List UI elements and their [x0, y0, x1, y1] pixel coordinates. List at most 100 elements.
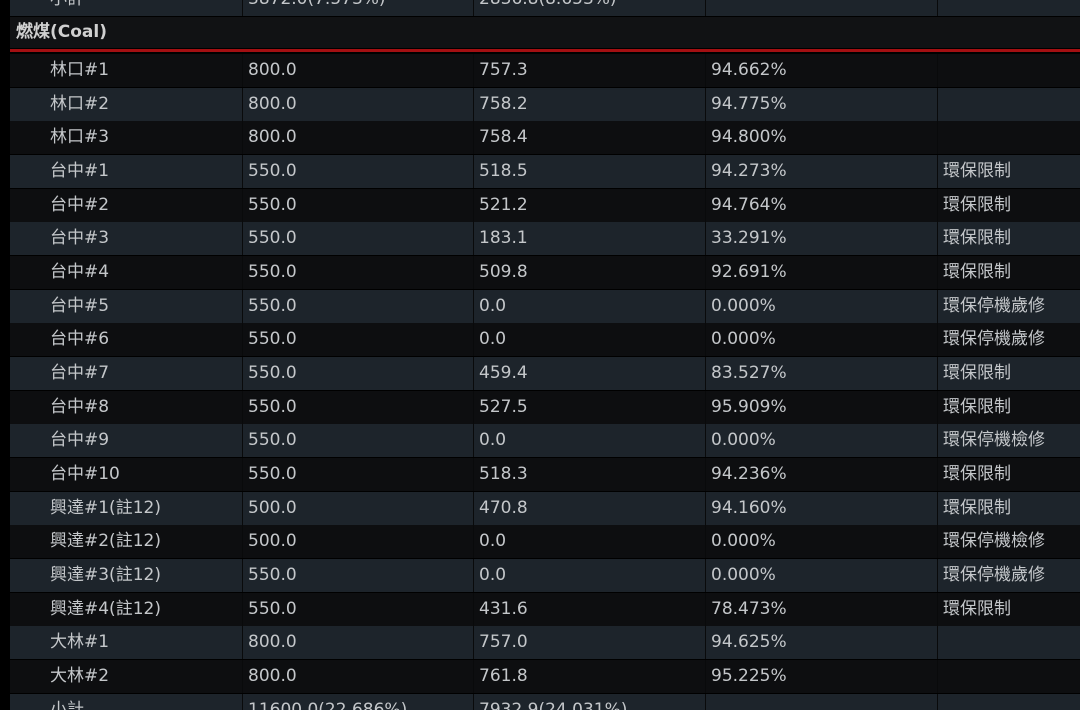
table-cell: 台中#4	[50, 262, 110, 283]
table-cell: 550.0	[242, 424, 473, 458]
table-cell: 95.909%	[705, 390, 937, 424]
table-cell: 550.0	[242, 188, 473, 222]
table-row: 台中#4 550.0 509.8 92.691% 環保限制	[10, 256, 1080, 290]
table-cell: 興達#4(註12)	[50, 598, 161, 619]
table-row: 興達#2(註12) 500.0 0.0 0.000% 環保停機檢修	[10, 525, 1080, 559]
table-cell: 環保停機歲修	[937, 559, 1080, 593]
table-row: 台中#9 550.0 0.0 0.000% 環保停機檢修	[10, 424, 1080, 458]
table-cell: 興達#2(註12)	[50, 531, 161, 552]
table-row: 小計3872.0(7.573%)2836.8(8.653%)	[10, 0, 1080, 16]
table-row: 台中#5 550.0 0.0 0.000% 環保停機歲修	[10, 289, 1080, 323]
table-cell: 2836.8(8.653%)	[473, 0, 705, 16]
table-cell: 183.1	[473, 222, 705, 256]
table-cell: 環保限制	[937, 491, 1080, 525]
table-cell: 環保限制	[937, 256, 1080, 290]
table-cell: 470.8	[473, 491, 705, 525]
table-row: 興達#4(註12) 550.0 431.6 78.473% 環保限制	[10, 592, 1080, 626]
table-row: 台中#2 550.0 521.2 94.764% 環保限制	[10, 188, 1080, 222]
divider	[10, 49, 1080, 52]
table-row: 台中#10 550.0 518.3 94.236% 環保限制	[10, 458, 1080, 492]
table-cell: 94.236%	[705, 458, 937, 492]
table-cell: 800.0	[242, 660, 473, 694]
table-row: 興達#1(註12) 500.0 470.8 94.160% 環保限制	[10, 491, 1080, 525]
table-cell: 92.691%	[705, 256, 937, 290]
table-cell	[937, 693, 1080, 710]
table-row: 大林#1 800.0 757.0 94.625%	[10, 626, 1080, 660]
table-cell: 94.764%	[705, 188, 937, 222]
table-row: 林口#3 800.0 758.4 94.800%	[10, 121, 1080, 155]
table-cell: 94.662%	[705, 54, 937, 87]
table-cell: 550.0	[242, 222, 473, 256]
table-cell: 11600.0(22.686%)	[242, 693, 473, 710]
table-cell: 環保停機歲修	[937, 323, 1080, 357]
table-cell: 550.0	[242, 458, 473, 492]
table-cell: 環保限制	[937, 592, 1080, 626]
table-row: 台中#6 550.0 0.0 0.000% 環保停機歲修	[10, 323, 1080, 357]
table-cell: 台中#5	[50, 295, 110, 316]
table-cell: 環保停機檢修	[937, 424, 1080, 458]
table-cell: 0.000%	[705, 525, 937, 559]
table-cell: 台中#6	[50, 329, 110, 350]
table-cell: 0.0	[473, 323, 705, 357]
table-cell: 758.2	[473, 87, 705, 121]
table-cell: 83.527%	[705, 357, 937, 391]
table-row: 台中#7 550.0 459.4 83.527% 環保限制	[10, 357, 1080, 391]
table-cell	[937, 121, 1080, 155]
table-cell: 758.4	[473, 121, 705, 155]
table-cell: 33.291%	[705, 222, 937, 256]
table-cell: 0.000%	[705, 424, 937, 458]
table-cell: 0.0	[473, 424, 705, 458]
table-cell: 757.3	[473, 54, 705, 87]
table-row: 台中#8 550.0 527.5 95.909% 環保限制	[10, 390, 1080, 424]
table-row: 台中#3 550.0 183.1 33.291% 環保限制	[10, 222, 1080, 256]
table-row: 台中#1 550.0 518.5 94.273% 環保限制	[10, 155, 1080, 188]
table-row: 大林#2 800.0 761.8 95.225%	[10, 660, 1080, 694]
table-cell: 757.0	[473, 626, 705, 660]
table-cell: 環保限制	[937, 188, 1080, 222]
table-cell: 800.0	[242, 626, 473, 660]
table-cell	[937, 626, 1080, 660]
table-cell: 518.3	[473, 458, 705, 492]
table-cell: 550.0	[242, 559, 473, 593]
table-cell: 761.8	[473, 660, 705, 694]
table-cell: 台中#3	[50, 228, 110, 249]
table-cell: 431.6	[473, 592, 705, 626]
table-cell: 78.473%	[705, 592, 937, 626]
table-cell: 550.0	[242, 155, 473, 188]
table-cell: 550.0	[242, 256, 473, 290]
table-cell: 環保限制	[937, 357, 1080, 391]
table-cell: 550.0	[242, 357, 473, 391]
table-cell: 環保停機檢修	[937, 525, 1080, 559]
table-cell: 興達#1(註12)	[50, 497, 161, 518]
table-cell: 550.0	[242, 289, 473, 323]
table-cell: 林口#2	[50, 93, 110, 114]
table-cell: 95.225%	[705, 660, 937, 694]
table-cell: 459.4	[473, 357, 705, 391]
section-title: 燃煤(Coal)	[10, 17, 1080, 48]
table-cell	[937, 87, 1080, 121]
table-cell: 環保停機歲修	[937, 289, 1080, 323]
table-cell: 550.0	[242, 390, 473, 424]
table-row: 林口#1 800.0 757.3 94.662%	[10, 54, 1080, 87]
table-cell: 550.0	[242, 592, 473, 626]
table-cell: 大林#2	[50, 666, 110, 687]
table-cell: 550.0	[242, 323, 473, 357]
table-cell: 800.0	[242, 121, 473, 155]
table-cell	[705, 0, 937, 16]
table-cell: 台中#1	[50, 161, 110, 181]
table-cell: 94.775%	[705, 87, 937, 121]
table-cell: 環保限制	[937, 222, 1080, 256]
table-row: 興達#3(註12) 550.0 0.0 0.000% 環保停機歲修	[10, 559, 1080, 593]
table-cell: 環保限制	[937, 155, 1080, 188]
table-cell: 0.000%	[705, 323, 937, 357]
table-cell: 94.800%	[705, 121, 937, 155]
table-cell: 小計	[50, 699, 84, 710]
table-cell: 台中#7	[50, 363, 110, 384]
table-cell: 500.0	[242, 525, 473, 559]
table-cell: 0.000%	[705, 559, 937, 593]
table-cell: 大林#1	[50, 632, 110, 653]
table-cell: 94.273%	[705, 155, 937, 188]
table-cell: 0.0	[473, 289, 705, 323]
table-cell: 台中#10	[50, 464, 120, 485]
